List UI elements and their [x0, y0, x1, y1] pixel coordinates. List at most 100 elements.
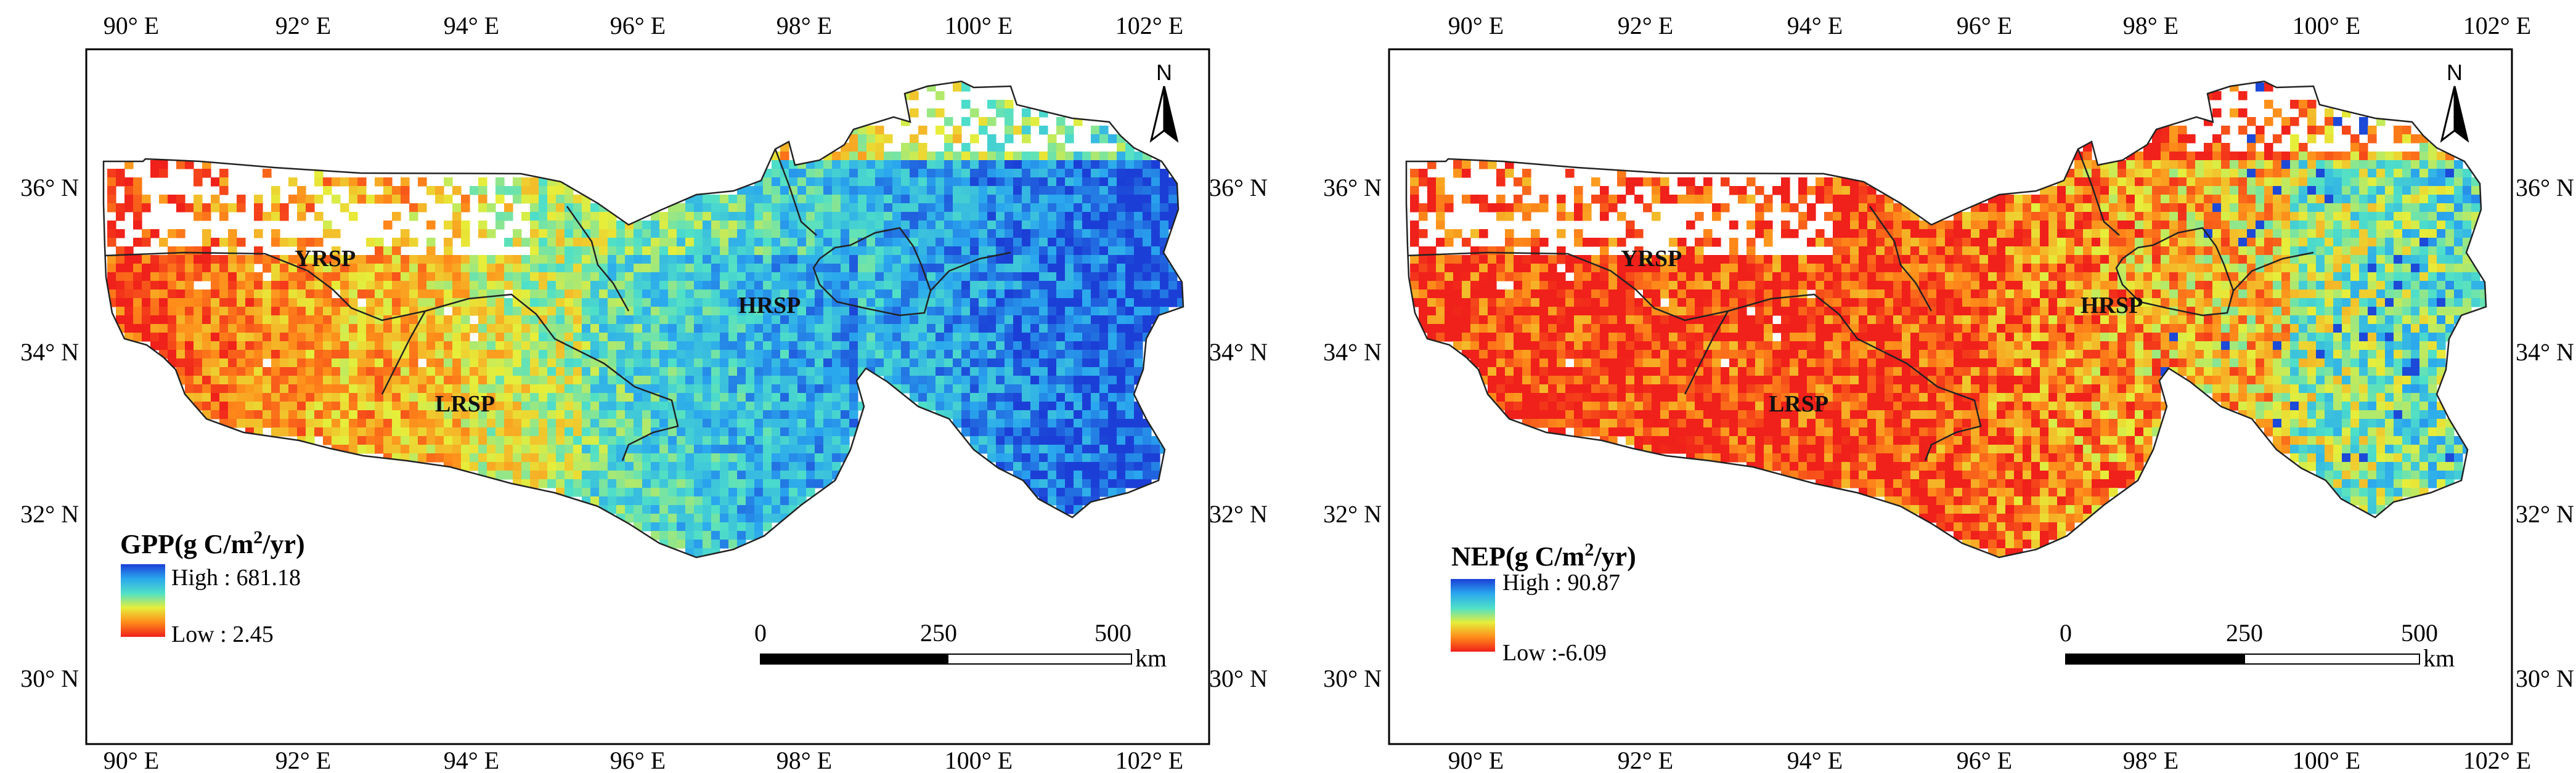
raster-cell [2419, 238, 2429, 247]
raster-cell [1505, 212, 1514, 221]
raster-cell [875, 255, 884, 264]
raster-cell [263, 410, 272, 419]
raster-cell [1082, 229, 1091, 238]
raster-cell [426, 393, 436, 402]
raster-cell [927, 212, 936, 221]
raster-cell [444, 195, 453, 204]
raster-cell [1048, 333, 1057, 342]
raster-cell [2204, 203, 2213, 212]
raster-cell [935, 186, 945, 195]
raster-cell [513, 229, 522, 238]
raster-cell [2264, 100, 2273, 109]
raster-cell [2135, 152, 2144, 161]
raster-cell [1022, 203, 1031, 212]
raster-cell [746, 238, 755, 247]
raster-cell [426, 264, 436, 273]
raster-cell [2307, 229, 2317, 238]
raster-cell [763, 358, 772, 368]
raster-cell [1039, 212, 1048, 221]
raster-cell [1022, 462, 1031, 471]
raster-cell [211, 298, 220, 307]
raster-cell [263, 341, 272, 350]
raster-cell [556, 350, 565, 359]
raster-cell [694, 402, 703, 411]
raster-cell [539, 289, 548, 299]
raster-cell [927, 324, 936, 333]
raster-cell [573, 315, 582, 325]
raster-cell [737, 333, 746, 342]
raster-cell [720, 402, 729, 411]
raster-cell [124, 264, 134, 273]
raster-cell [2135, 186, 2144, 195]
raster-cell [565, 384, 574, 394]
raster-cell [211, 367, 220, 376]
raster-cell [547, 410, 556, 419]
raster-cell [668, 238, 677, 247]
raster-cell [2307, 177, 2317, 187]
raster-cell [271, 212, 280, 221]
raster-cell [772, 367, 781, 376]
raster-cell [2402, 186, 2411, 195]
raster-cell [1048, 203, 1057, 212]
raster-cell [961, 221, 971, 230]
raster-cell [2273, 212, 2282, 221]
raster-cell [2048, 186, 2058, 195]
raster-cell [444, 358, 453, 368]
raster-cell [418, 255, 427, 264]
raster-cell [1738, 195, 1747, 204]
raster-cell [435, 419, 444, 428]
raster-cell [1099, 238, 1109, 247]
raster-cell [211, 410, 220, 419]
raster-cell [884, 152, 893, 161]
raster-cell [2445, 186, 2455, 195]
raster-cell [944, 298, 953, 307]
raster-cell [1574, 203, 1583, 212]
raster-cell [211, 289, 220, 299]
raster-cell [780, 453, 789, 463]
raster-cell [634, 488, 643, 497]
raster-cell [349, 367, 358, 376]
raster-cell [884, 177, 893, 187]
raster-cell [349, 177, 358, 187]
raster-cell [832, 152, 841, 161]
raster-cell [599, 341, 608, 350]
raster-cell [1168, 281, 1178, 290]
raster-cell [565, 410, 574, 419]
raster-cell [1039, 298, 1048, 307]
raster-cell [1453, 160, 1462, 169]
raster-cell [961, 117, 971, 126]
raster-cell [866, 350, 876, 359]
raster-cell [461, 436, 470, 445]
raster-cell [1160, 203, 1169, 212]
raster-cell [668, 246, 677, 256]
raster-cell [426, 350, 436, 359]
raster-cell [772, 186, 781, 195]
raster-cell [668, 324, 677, 333]
raster-cell [858, 255, 867, 264]
raster-cell [1125, 462, 1135, 471]
raster-cell [1419, 212, 1428, 221]
raster-cell [340, 410, 349, 419]
raster-cell [1151, 246, 1160, 256]
raster-cell [772, 393, 781, 402]
raster-cell [2092, 221, 2101, 230]
raster-cell [703, 393, 712, 402]
raster-cell [340, 264, 349, 273]
raster-cell [470, 281, 479, 290]
raster-cell [737, 376, 746, 385]
raster-cell [677, 471, 686, 480]
raster-cell [1945, 221, 1954, 230]
raster-cell [426, 186, 436, 195]
raster-cell [1798, 177, 1808, 187]
raster-cell [866, 160, 876, 169]
raster-cell [2152, 186, 2161, 195]
raster-cell [176, 160, 185, 169]
raster-cell [1030, 445, 1040, 454]
raster-cell [720, 229, 729, 238]
raster-cell [2247, 177, 2256, 187]
raster-cell [1022, 108, 1031, 118]
raster-cell [185, 350, 194, 359]
raster-cell [599, 453, 608, 463]
raster-cell [608, 298, 617, 307]
raster-cell [2281, 177, 2291, 187]
